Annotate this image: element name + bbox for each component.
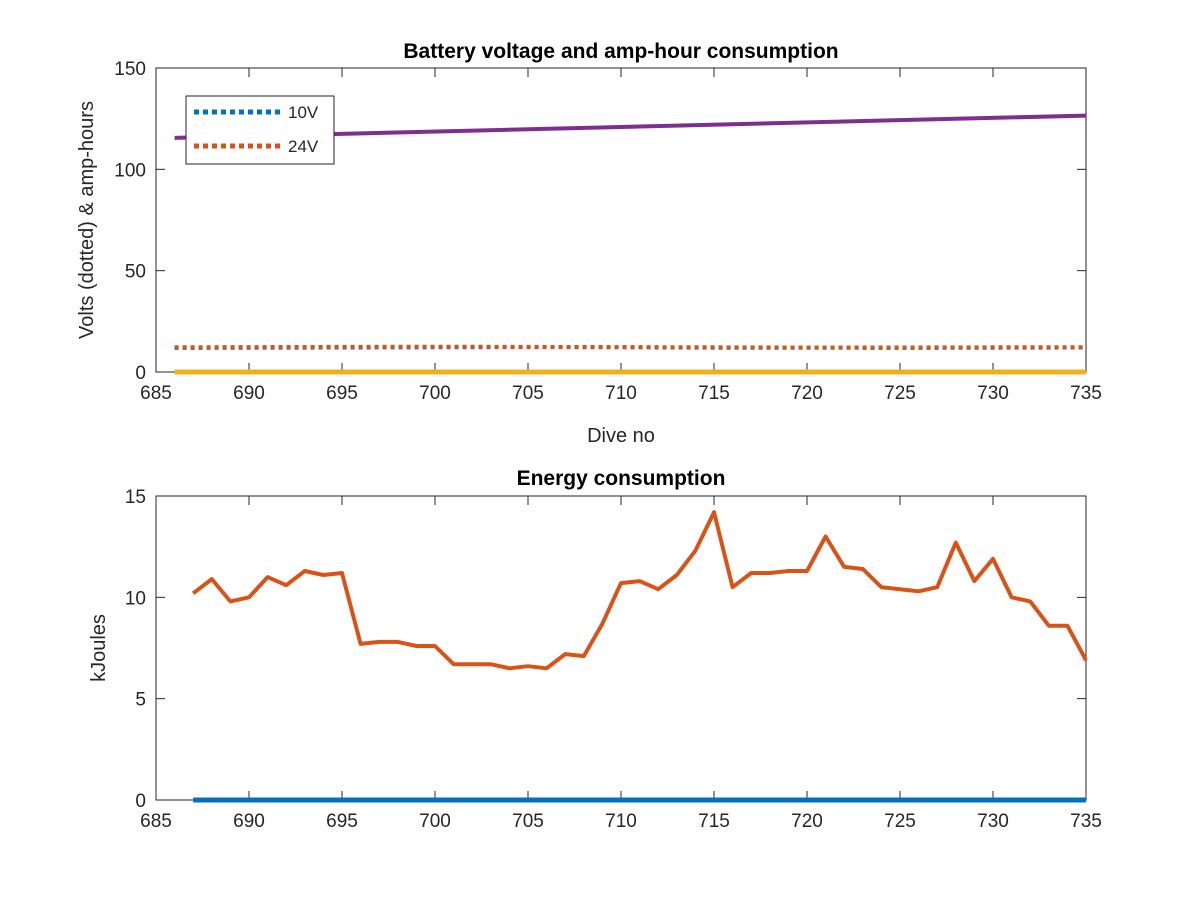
x-tick-label: 690	[233, 811, 265, 832]
x-tick-label: 720	[791, 811, 823, 832]
y-tick-label: 150	[114, 59, 146, 80]
x-tick-label: 695	[326, 383, 358, 404]
x-tick-label: 700	[419, 383, 451, 404]
x-tick-label: 685	[140, 383, 172, 404]
y-tick-label: 50	[125, 262, 146, 283]
x-tick-label: 730	[977, 811, 1009, 832]
voltage-chart: Battery voltage and amp-hour consumption…	[76, 40, 1102, 447]
voltage-chart-ylabel: Volts (dotted) & amp-hours	[76, 101, 98, 339]
x-tick-label: 735	[1070, 383, 1102, 404]
y-tick-label: 100	[114, 160, 146, 181]
y-tick-label: 0	[135, 791, 146, 812]
voltage-chart-ticks: 685 690 695 700 705 710 715 720 725 730 735 0 50 100 1…	[114, 59, 1102, 404]
y-tick-label: 5	[135, 690, 146, 711]
energy-chart-series	[191, 510, 1088, 803]
x-tick-label: 735	[1070, 811, 1102, 832]
voltage-chart-legend: 10V 24V	[185, 95, 335, 165]
legend-box	[185, 95, 335, 165]
x-tick-label: 710	[605, 811, 637, 832]
y-tick-label: 10	[125, 588, 146, 609]
energy-chart-axes	[155, 495, 1087, 801]
energy-chart-ticks: 685 690 695 700 705 710 715 720 725 730 735 0 5 10 15	[125, 487, 1102, 832]
legend-label-24v: 24V	[288, 137, 319, 156]
energy-chart: Energy consumption kJoules 685 690 695 700 7…	[88, 467, 1102, 832]
legend-label-10v: 10V	[288, 103, 319, 122]
x-tick-label: 720	[791, 383, 823, 404]
x-tick-label: 705	[512, 811, 544, 832]
voltage-chart-title: Battery voltage and amp-hour consumption	[403, 40, 838, 63]
x-tick-label: 715	[698, 811, 730, 832]
x-tick-label: 715	[698, 383, 730, 404]
x-tick-label: 725	[884, 383, 916, 404]
x-tick-label: 690	[233, 383, 265, 404]
x-tick-label: 685	[140, 811, 172, 832]
x-tick-label: 700	[419, 811, 451, 832]
energy-chart-title: Energy consumption	[517, 467, 726, 490]
x-tick-label: 695	[326, 811, 358, 832]
series-line-unnamed-0	[191, 510, 1088, 671]
voltage-chart-xlabel: Dive no	[587, 425, 655, 447]
series-line-24v	[174, 344, 1086, 350]
x-tick-label: 730	[977, 383, 1009, 404]
x-tick-label: 710	[605, 383, 637, 404]
x-tick-label: 705	[512, 383, 544, 404]
y-tick-label: 15	[125, 487, 146, 508]
y-tick-label: 0	[135, 363, 146, 384]
x-tick-label: 725	[884, 811, 916, 832]
energy-chart-ylabel: kJoules	[88, 614, 110, 682]
